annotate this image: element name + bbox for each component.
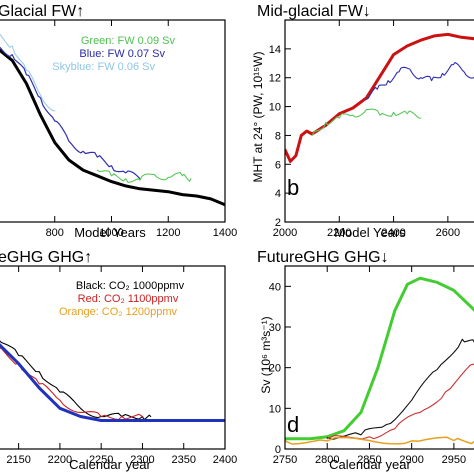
x-tick-label: 1000 [99, 227, 123, 239]
y-tick-label: 2 [275, 217, 281, 229]
series-group [0, 34, 225, 207]
panel-letter: d [287, 412, 299, 437]
x-axis-label: Calendar year [69, 457, 151, 472]
x-tick-label: 2850 [357, 454, 381, 466]
x-tick-label: 2600 [436, 227, 460, 239]
x-axis-label: Model Years [334, 225, 406, 240]
series-line [96, 169, 192, 183]
series-group [285, 32, 474, 163]
panel-future-ghg-up: eGHG GHG↑ Black: CO₂ 1000ppmv Red: CO₂ 1… [0, 249, 237, 472]
series-line [285, 436, 474, 445]
series-line [0, 34, 56, 112]
series-line [0, 46, 141, 180]
x-tick-label: 2350 [171, 454, 195, 466]
x-tick-label: 2000 [273, 227, 297, 239]
y-tick-label: 10 [269, 102, 281, 114]
x-tick-label: 1200 [156, 227, 180, 239]
x-tick-label: 2300 [130, 454, 154, 466]
x-tick-label: 2400 [381, 227, 405, 239]
y-tick-label: 12 [269, 73, 281, 85]
x-tick-label: 2400 [213, 454, 237, 466]
y-tick-label: 0 [275, 444, 281, 456]
legend-entry-orange: Orange: CO₂ 1200ppmv [59, 306, 177, 318]
legend-entry-skyblue: Skyblue: FW 0.06 Sv [52, 61, 155, 73]
series-line [311, 108, 422, 136]
series-line [365, 61, 474, 100]
x-axis-label: Calendar year [329, 457, 411, 472]
legend-entry-red: Red: CO₂ 1100ppmv [78, 293, 179, 305]
series-line [0, 340, 152, 421]
y-tick-label: 40 [269, 281, 281, 293]
x-axis-label: Model Years [74, 225, 146, 240]
x-tick-label: 800 [46, 227, 64, 239]
x-tick-label: 2800 [315, 454, 339, 466]
y-tick-label: 10 [269, 403, 281, 415]
y-tick-label: 20 [269, 363, 281, 375]
panel-mid-glacial-fw: Mid-glacial FW↓ b MHT at 24° (PW, 10¹⁵W)… [251, 3, 474, 240]
y-axis-label: MHT at 24° (PW, 10¹⁵W) [251, 52, 265, 183]
series-line [326, 363, 474, 440]
x-tick-label: 1400 [213, 227, 237, 239]
series-line [0, 347, 144, 421]
legend-entry-blue: Blue: FW 0.07 Sv [79, 48, 165, 60]
y-tick-label: 8 [275, 130, 281, 142]
plot-frame [284, 265, 474, 450]
series-line [285, 32, 474, 163]
x-tick-label: 2200 [48, 454, 72, 466]
x-tick-label: 2900 [399, 454, 423, 466]
series-line [326, 338, 474, 440]
x-tick-label: 2150 [6, 454, 30, 466]
panel-title: FutureGHG GHG↓ [257, 249, 389, 266]
x-tick-label: 2950 [442, 454, 466, 466]
y-tick-label: 14 [269, 44, 281, 56]
x-tick-label: 2200 [327, 227, 351, 239]
y-tick-label: 30 [269, 322, 281, 334]
y-tick-label: 6 [275, 159, 281, 171]
series-group [285, 276, 474, 445]
legend-entry-black: Black: CO₂ 1000ppmv [76, 280, 185, 292]
legend-entry-green: Green: FW 0.09 Sv [81, 35, 176, 47]
plot-frame [284, 19, 474, 223]
panel-glacial-fw: Glacial FW↑ Green: FW 0.09 Sv Blue: FW 0… [0, 3, 237, 240]
series-line [0, 343, 225, 422]
x-tick-label: 2750 [273, 454, 297, 466]
series-group [0, 340, 225, 422]
series-line [285, 276, 474, 441]
panel-title: Glacial FW↑ [0, 3, 84, 20]
y-axis-label: Sv (10⁶ m³s⁻¹) [259, 316, 273, 393]
panel-title: eGHG GHG↑ [0, 249, 92, 266]
series-line [0, 48, 225, 207]
panel-letter: b [287, 175, 299, 200]
y-tick-label: 4 [275, 188, 281, 200]
panel-future-ghg-down: FutureGHG GHG↓ d Sv (10⁶ m³s⁻¹) Calendar… [257, 249, 474, 472]
plot-frame [0, 265, 226, 450]
panel-title: Mid-glacial FW↓ [257, 3, 371, 20]
x-tick-label: 2250 [89, 454, 113, 466]
